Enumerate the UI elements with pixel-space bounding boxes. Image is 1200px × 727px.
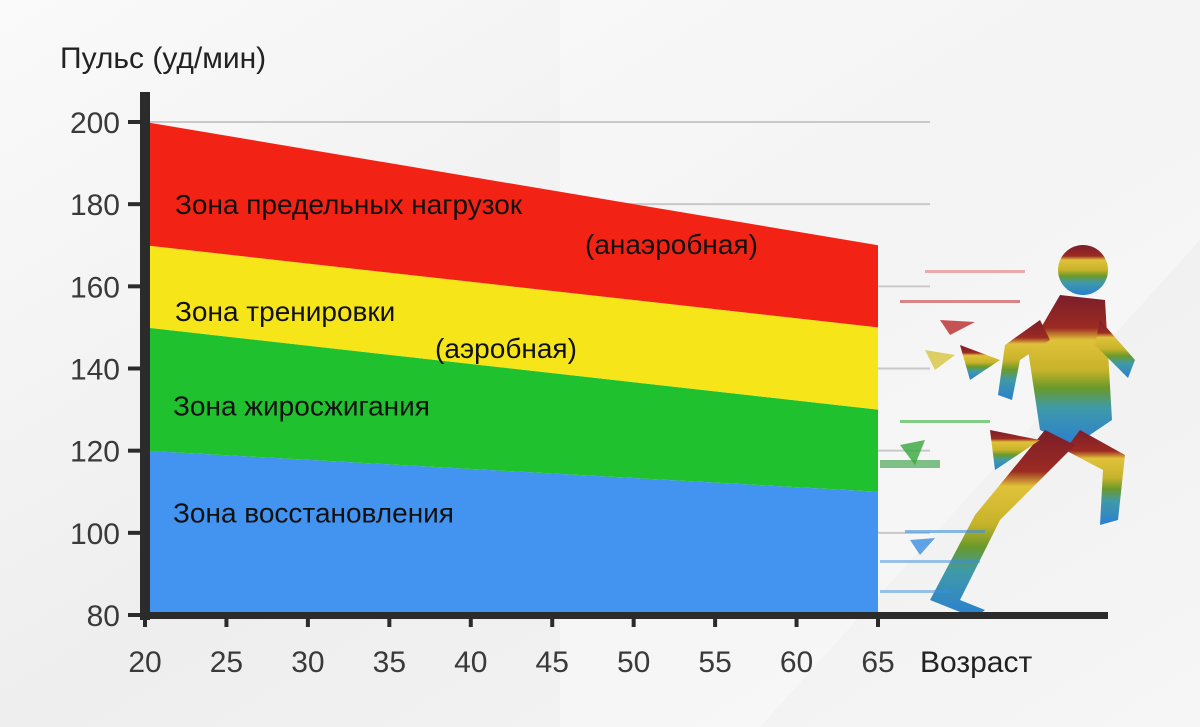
y-tick-mark-100 bbox=[128, 530, 140, 535]
x-tick-mark-65 bbox=[876, 615, 880, 627]
x-tick-label-55: 55 bbox=[698, 646, 731, 679]
tick-labels: 20 25 30 35 40 45 50 55 60 65 80 100 120 140 160 180 200 bbox=[70, 107, 895, 679]
x-axis-title: Возраст bbox=[920, 646, 1032, 679]
x-axis-line bbox=[140, 612, 1108, 619]
axes bbox=[128, 92, 1108, 627]
runner-shard-2 bbox=[960, 345, 1000, 380]
x-tick-mark-40 bbox=[468, 615, 473, 627]
y-axis-title: Пульс (уд/мин) bbox=[60, 42, 266, 75]
x-tick-mark-60 bbox=[794, 615, 799, 627]
x-tick-mark-55 bbox=[713, 615, 718, 627]
zone-areas bbox=[145, 122, 878, 615]
x-tick-label-65: 65 bbox=[861, 646, 894, 679]
zone-label-3: Зона тренировки bbox=[175, 296, 395, 327]
y-tick-mark-180 bbox=[128, 202, 140, 207]
y-tick-label-140: 140 bbox=[70, 354, 120, 387]
zone-label-2: Зона жиросжигания bbox=[173, 390, 430, 421]
x-tick-mark-20 bbox=[143, 615, 147, 627]
x-tick-mark-45 bbox=[550, 615, 555, 627]
y-axis-line bbox=[140, 92, 150, 620]
x-tick-label-50: 50 bbox=[617, 646, 650, 679]
zone-label-4: Зона предельных нагрузок bbox=[175, 189, 523, 220]
zone-sublabel-3: (аэробная) bbox=[435, 333, 577, 364]
x-tick-mark-30 bbox=[305, 615, 310, 627]
zone-label-1: Зона восстановления bbox=[173, 497, 454, 528]
y-tick-mark-80 bbox=[128, 613, 140, 617]
y-tick-mark-140 bbox=[128, 366, 140, 371]
runner-leg-front bbox=[1065, 430, 1125, 525]
x-tick-label-60: 60 bbox=[780, 646, 813, 679]
x-tick-label-35: 35 bbox=[373, 646, 406, 679]
zone-area-4 bbox=[145, 122, 878, 328]
runner-arm-front bbox=[1095, 320, 1135, 378]
y-tick-label-120: 120 bbox=[70, 436, 120, 469]
y-tick-label-200: 200 bbox=[70, 107, 120, 140]
x-tick-mark-50 bbox=[631, 615, 636, 627]
y-tick-mark-120 bbox=[128, 448, 140, 453]
x-tick-mark-35 bbox=[387, 615, 392, 627]
speed-streaks bbox=[880, 270, 1025, 593]
zone-area-3 bbox=[145, 245, 878, 410]
zone-labels: Зона предельных нагрузок (анаэробная) Зона… bbox=[173, 189, 758, 528]
zone-sublabel-4: (анаэробная) bbox=[585, 229, 758, 260]
y-tick-label-180: 180 bbox=[70, 189, 120, 222]
x-tick-mark-25 bbox=[224, 615, 229, 627]
y-tick-mark-200 bbox=[128, 120, 140, 124]
runner-silhouette bbox=[930, 245, 1135, 618]
x-tick-label-40: 40 bbox=[454, 646, 487, 679]
y-tick-label-160: 160 bbox=[70, 271, 120, 304]
runner-arm-back bbox=[998, 320, 1050, 400]
runner-leg-back bbox=[930, 430, 1075, 618]
zone-area-1 bbox=[145, 450, 878, 615]
y-tick-label-80: 80 bbox=[87, 600, 120, 633]
runner-head bbox=[1058, 245, 1108, 295]
x-tick-label-20: 20 bbox=[128, 646, 161, 679]
y-tick-label-100: 100 bbox=[70, 518, 120, 551]
zone-area-2 bbox=[145, 327, 878, 492]
y-tick-mark-160 bbox=[128, 284, 140, 289]
runner-shard-1 bbox=[990, 430, 1040, 470]
x-tick-label-25: 25 bbox=[210, 646, 243, 679]
x-tick-label-45: 45 bbox=[536, 646, 569, 679]
runner-torso bbox=[1028, 295, 1112, 445]
x-tick-label-30: 30 bbox=[291, 646, 324, 679]
